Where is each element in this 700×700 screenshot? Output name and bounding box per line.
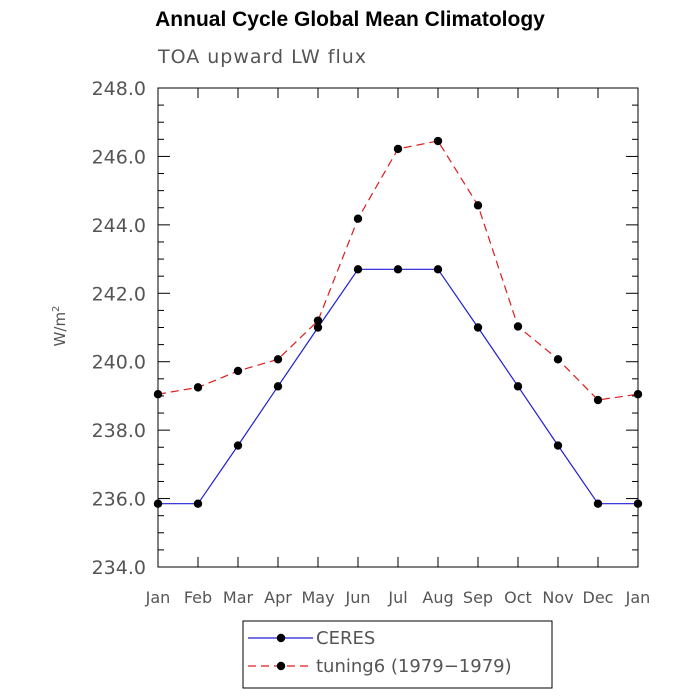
x-tick-label: Jan <box>625 588 651 607</box>
chart-subtitle: TOA upward LW flux <box>158 46 368 68</box>
x-tick-label: Nov <box>542 588 573 607</box>
y-tick-label: 244.0 <box>92 215 146 237</box>
x-tick-label: Jun <box>345 588 371 607</box>
x-tick-label: Jul <box>387 588 407 607</box>
y-tick-label: 248.0 <box>92 78 146 100</box>
data-point <box>153 390 163 399</box>
data-point <box>393 265 403 274</box>
y-axis-label-text: W/m <box>51 312 69 347</box>
legend-marker <box>276 661 286 671</box>
data-point <box>233 366 243 376</box>
legend-marker <box>276 633 286 643</box>
y-axis-label: W/m2 <box>51 306 69 347</box>
data-point <box>353 265 363 274</box>
x-tick-label: Oct <box>504 588 532 607</box>
data-point <box>553 441 563 450</box>
data-point <box>433 136 443 146</box>
data-point <box>393 144 403 154</box>
data-point <box>193 383 203 392</box>
data-point <box>593 395 603 405</box>
x-tick-label: Mar <box>223 588 254 607</box>
data-point <box>353 214 363 223</box>
x-tick-label: Feb <box>184 588 212 607</box>
x-tick-label: Jan <box>145 588 171 607</box>
data-point <box>473 201 483 210</box>
y-tick-label: 238.0 <box>92 420 146 442</box>
data-point <box>273 355 283 364</box>
data-point <box>473 323 483 332</box>
legend-label-1: tuning6 (1979−1979) <box>316 656 512 677</box>
data-point <box>433 265 443 274</box>
chart-title: Annual Cycle Global Mean Climatology <box>155 8 545 31</box>
svg-text:W/m2: W/m2 <box>51 306 69 347</box>
legend: CERES tuning6 (1979−1979) <box>242 620 553 689</box>
data-point <box>313 316 323 325</box>
data-point <box>513 382 523 391</box>
x-tick-label: Sep <box>463 588 493 607</box>
data-point <box>193 499 203 508</box>
legend-label-0: CERES <box>316 628 375 649</box>
y-tick-label: 242.0 <box>92 283 146 305</box>
x-tick-label: May <box>301 588 334 607</box>
data-point <box>633 390 643 399</box>
y-axis-label-superscript: 2 <box>51 306 62 312</box>
data-point <box>593 499 603 508</box>
data-point <box>273 382 283 391</box>
y-tick-label: 240.0 <box>92 352 146 374</box>
legend-box <box>242 620 553 689</box>
data-point <box>553 355 563 364</box>
series-line-0 <box>158 268 638 505</box>
data-point <box>313 323 323 332</box>
data-point <box>633 499 643 508</box>
x-tick-label: Apr <box>264 588 292 607</box>
data-point <box>153 499 163 508</box>
data-point <box>513 322 523 331</box>
x-tick-label: Dec <box>583 588 614 607</box>
data-point <box>233 441 243 450</box>
y-tick-label: 236.0 <box>92 489 146 511</box>
x-tick-label: Aug <box>422 588 453 607</box>
y-tick-label: 246.0 <box>92 146 146 168</box>
y-tick-label: 234.0 <box>92 557 146 579</box>
plot-frame <box>157 87 639 568</box>
